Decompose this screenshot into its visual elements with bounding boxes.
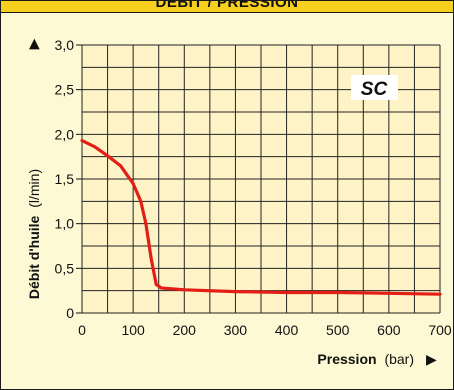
y-tick-label: 1,0 xyxy=(55,216,75,232)
y-tick-label: 0,5 xyxy=(55,260,75,276)
chart-header: DÉBIT / PRESSION xyxy=(1,1,453,13)
series-label-box: SC xyxy=(351,75,398,100)
y-axis-arrow-icon: ▶ xyxy=(25,38,41,49)
y-axis-label-bold: Débit d'huile xyxy=(26,215,42,299)
series-line-sc xyxy=(80,139,442,296)
y-axis-label-unit: (l/min) xyxy=(26,169,42,208)
x-tick-label: 700 xyxy=(428,322,452,338)
x-tick-label: 100 xyxy=(121,322,145,338)
y-tick-label: 2,5 xyxy=(55,82,75,98)
x-tick-label: 0 xyxy=(78,322,86,338)
x-tick-label: 400 xyxy=(275,322,299,338)
x-axis-label-bold: Pression xyxy=(317,351,376,367)
y-tick-label: 0 xyxy=(66,305,74,321)
x-tick-label: 200 xyxy=(173,322,197,338)
chart-ticks: 0 0,5 1,0 1,5 2,0 2,5 3,0 0 100 200 300 400 500 600 70… xyxy=(55,37,452,338)
series-label: SC xyxy=(361,79,388,100)
x-axis-label-unit: (bar) xyxy=(384,351,414,367)
chart-title: DÉBIT / PRESSION xyxy=(155,1,299,11)
y-tick-label: 1,5 xyxy=(55,171,75,187)
chart-series xyxy=(80,139,442,296)
y-axis-label: Débit d'huile (l/min) xyxy=(26,169,42,299)
x-axis-label: Pression (bar) xyxy=(317,351,414,367)
x-tick-label: 500 xyxy=(326,322,350,338)
x-axis-arrow-icon: ▶ xyxy=(426,351,437,367)
y-tick-label: 3,0 xyxy=(55,37,75,53)
x-tick-label: 300 xyxy=(224,322,248,338)
y-tick-label: 2,0 xyxy=(55,126,75,142)
x-tick-label: 600 xyxy=(377,322,401,338)
